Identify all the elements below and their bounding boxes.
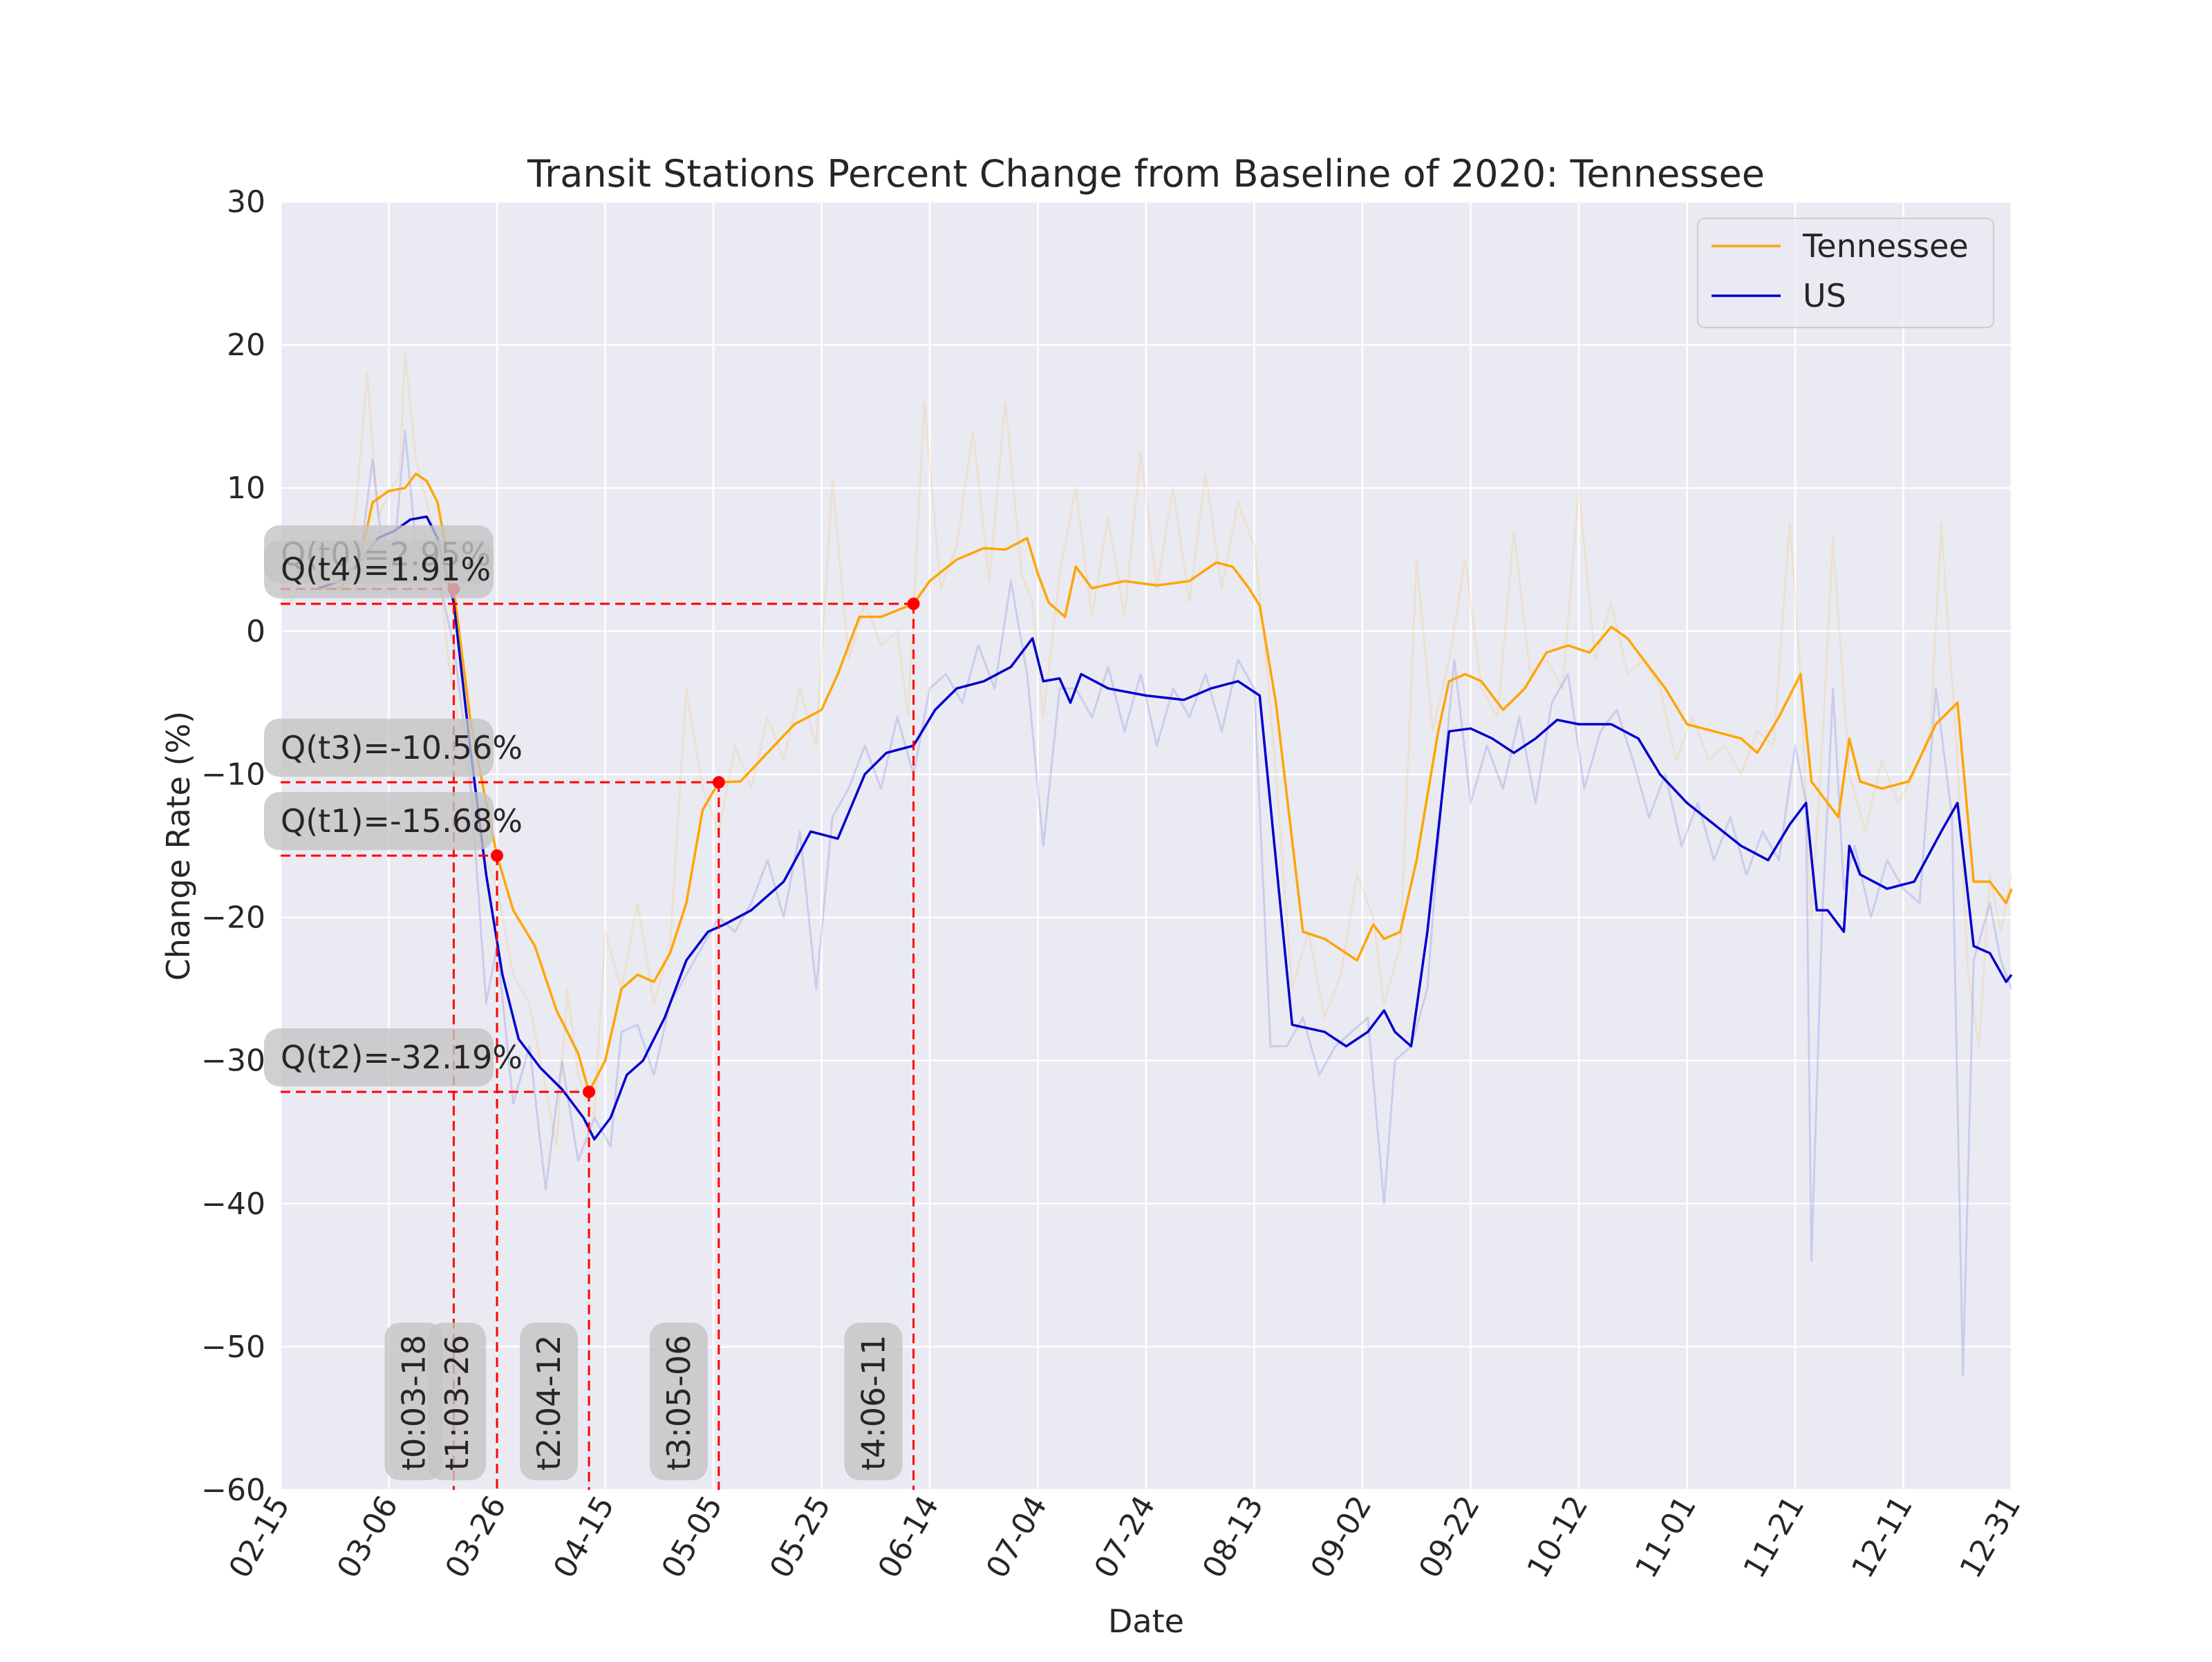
marker-point-t4 (907, 597, 920, 610)
marker-date-box-t4 (844, 1323, 903, 1480)
marker-value-box-t3 (264, 719, 494, 777)
x-tick-label: 08-13 (1196, 1490, 1271, 1584)
x-tick-label: 11-21 (1736, 1490, 1811, 1584)
marker-point-t2 (583, 1086, 596, 1099)
legend-label-us: US (1803, 277, 1846, 314)
x-tick-label: 09-22 (1412, 1490, 1487, 1584)
marker-date-box-t1 (428, 1323, 486, 1480)
marker-date-label-t1: t1:03-26 (438, 1335, 476, 1471)
y-tick-label: −40 (201, 1187, 265, 1222)
x-tick-label: 04-15 (547, 1490, 621, 1584)
y-tick-label: 0 (246, 614, 265, 649)
marker-date-label-t3: t3:05-06 (660, 1335, 697, 1471)
y-tick-label: −20 (201, 900, 265, 936)
x-tick-label: 11-01 (1629, 1490, 1703, 1584)
y-tick-label: −60 (201, 1473, 265, 1508)
y-tick-label: −10 (201, 757, 265, 792)
marker-value-box-t2 (264, 1028, 494, 1087)
chart-title: Transit Stations Percent Change from Bas… (527, 152, 1765, 196)
marker-value-box-t1 (264, 792, 494, 851)
marker-point-t1 (491, 849, 503, 862)
x-tick-label: 05-05 (655, 1490, 729, 1584)
y-tick-label: 10 (227, 471, 265, 506)
x-axis-label: Date (1108, 1603, 1184, 1640)
smoothed-series (318, 472, 2013, 1141)
y-tick-label: −30 (201, 1044, 265, 1079)
x-tick-label: 03-26 (438, 1490, 513, 1584)
x-tick-label: 06-14 (871, 1490, 946, 1584)
x-tick-label: 12-11 (1845, 1490, 1920, 1584)
marker-date-box-t2 (520, 1323, 579, 1480)
x-tick-label: 09-02 (1304, 1490, 1378, 1584)
marker-value-box-t4 (264, 540, 494, 598)
marker-value-label-t3: Q(t3)=-10.56% (281, 729, 523, 766)
series-line-us (318, 515, 2013, 1141)
raw-line-1 (317, 429, 2013, 1377)
series-line-tennessee (318, 472, 2013, 1093)
marker-date-label-t2: t2:04-12 (530, 1335, 568, 1471)
x-tick-label: 07-04 (980, 1490, 1054, 1584)
legend: Tennessee US (1697, 218, 1994, 328)
x-tick-label: 03-06 (330, 1490, 405, 1584)
raw-daily-series (279, 351, 2013, 1377)
x-axis-ticks: 02-15 03-06 03-26 04-15 05-05 05-25 06-14 07-04… (222, 1490, 2027, 1584)
x-tick-label: 07-24 (1087, 1490, 1162, 1584)
marker-point-t3 (712, 776, 725, 789)
marker-date-label-t0: t0:03-18 (395, 1335, 432, 1471)
x-tick-label: 12-31 (1953, 1490, 2027, 1584)
x-tick-label: 10-12 (1520, 1490, 1595, 1584)
marker-value-label-t1: Q(t1)=-15.68% (281, 802, 523, 840)
marker-value-label-t4: Q(t4)=1.91% (281, 551, 491, 588)
y-tick-label: 30 (227, 185, 265, 220)
y-axis-ticks: 30 20 10 0 −10 −20 −30 −40 −50 −60 (201, 185, 265, 1508)
x-tick-label: 05-25 (763, 1490, 838, 1584)
y-axis-label: Change Rate (%) (160, 711, 197, 981)
marker-value-label-t2: Q(t2)=-32.19% (281, 1039, 523, 1076)
y-tick-label: 20 (227, 328, 265, 363)
y-tick-label: −50 (201, 1330, 265, 1365)
marker-date-label-t4: t4:06-11 (855, 1335, 892, 1471)
legend-label-tennessee: Tennessee (1802, 227, 1969, 265)
raw-line-0 (279, 351, 2013, 1148)
marker-date-box-t3 (649, 1323, 708, 1480)
event-markers: t0:03-18Q(t0)=2.95%t1:03-26Q(t1)=-15.68%… (264, 525, 920, 1490)
